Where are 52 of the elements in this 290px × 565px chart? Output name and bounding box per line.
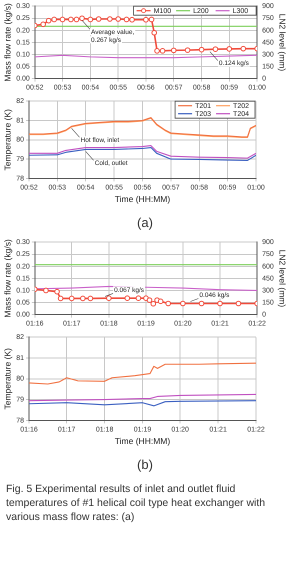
point bbox=[154, 48, 160, 54]
point bbox=[198, 46, 204, 52]
point bbox=[88, 16, 94, 22]
point bbox=[46, 18, 52, 24]
point bbox=[150, 300, 156, 307]
point bbox=[68, 16, 74, 22]
point bbox=[151, 30, 158, 36]
point bbox=[165, 300, 171, 306]
y-axis-title: Mass flow rate (kg/s) bbox=[2, 3, 12, 82]
point bbox=[115, 16, 122, 22]
point bbox=[79, 15, 85, 22]
point bbox=[217, 300, 223, 306]
point bbox=[180, 300, 186, 306]
point bbox=[60, 16, 66, 22]
point bbox=[68, 296, 75, 302]
point bbox=[124, 16, 130, 22]
point bbox=[88, 296, 94, 302]
text: (a) bbox=[136, 214, 154, 232]
point bbox=[170, 48, 177, 54]
point bbox=[80, 296, 86, 302]
point bbox=[198, 300, 204, 306]
point bbox=[184, 47, 190, 53]
point bbox=[107, 16, 113, 22]
point bbox=[240, 46, 246, 52]
point bbox=[43, 288, 49, 294]
point bbox=[146, 297, 152, 303]
y-axis-title: Temperature (K) bbox=[2, 348, 12, 410]
point bbox=[74, 16, 80, 22]
point bbox=[148, 16, 154, 22]
x-axis-title: Time (HH:MM) bbox=[114, 194, 170, 204]
point bbox=[158, 298, 164, 304]
point bbox=[236, 300, 242, 306]
point bbox=[212, 46, 218, 52]
point bbox=[96, 16, 102, 22]
point bbox=[51, 16, 57, 22]
y2-axis-title: LN2 level (mm) bbox=[278, 14, 288, 72]
y2-axis-title: LN2 level (mm) bbox=[278, 250, 288, 308]
y-axis-title: Mass flow rate (kg/s) bbox=[2, 239, 12, 318]
point bbox=[160, 48, 166, 54]
point bbox=[106, 295, 112, 301]
x-axis-title: Time (HH:MM) bbox=[114, 436, 170, 446]
point bbox=[54, 288, 60, 294]
point bbox=[40, 22, 46, 28]
caption: Fig. 5 Experimental results of inlet and outlet fluid temperatures of #1 helical coil type heat exchanger with various mass flow rates: (a) bbox=[5, 482, 266, 524]
point bbox=[58, 296, 64, 302]
text: (b) bbox=[136, 456, 154, 474]
point bbox=[136, 295, 142, 301]
point bbox=[226, 46, 232, 52]
point bbox=[129, 16, 135, 23]
point bbox=[143, 16, 149, 23]
point bbox=[124, 295, 130, 301]
y-axis-title: Temperature (K) bbox=[2, 108, 12, 171]
